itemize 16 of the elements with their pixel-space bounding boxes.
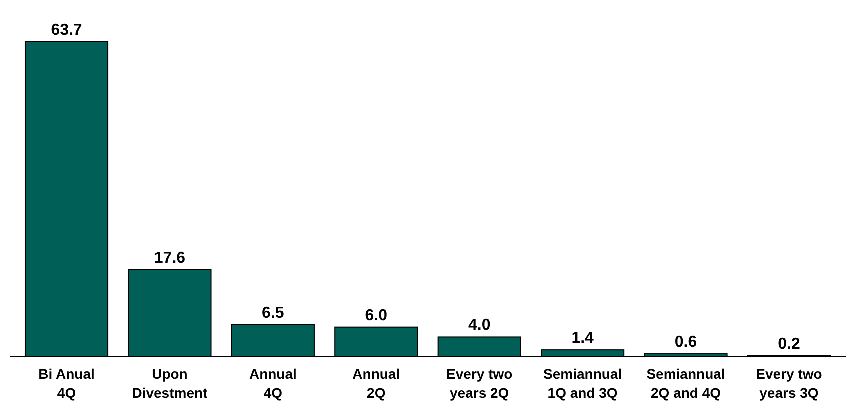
x-tick-label: Semiannual 1Q and 3Q	[544, 366, 622, 401]
x-tick-label: Upon Divestment	[132, 366, 208, 401]
data-label: 63.7	[51, 22, 82, 39]
data-label: 6.5	[262, 304, 284, 322]
x-tick-label: Every two years 3Q	[756, 366, 822, 401]
data-label: 1.4	[572, 330, 594, 348]
x-tick-label: Bi Anual 4Q	[38, 366, 95, 401]
x-tick-label: Every two years 2Q	[446, 366, 513, 401]
data-label: 6.0	[365, 307, 388, 324]
x-tick-label: Semiannual 2Q and 4Q	[646, 366, 726, 401]
data-label: 0.2	[778, 336, 800, 354]
data-label: 17.6	[154, 250, 186, 267]
data-label: 0.6	[674, 334, 698, 352]
x-tick-label: Annual 2Q	[352, 366, 400, 401]
data-label: 4.0	[468, 317, 491, 334]
x-tick-label: Annual 4Q	[249, 366, 297, 401]
